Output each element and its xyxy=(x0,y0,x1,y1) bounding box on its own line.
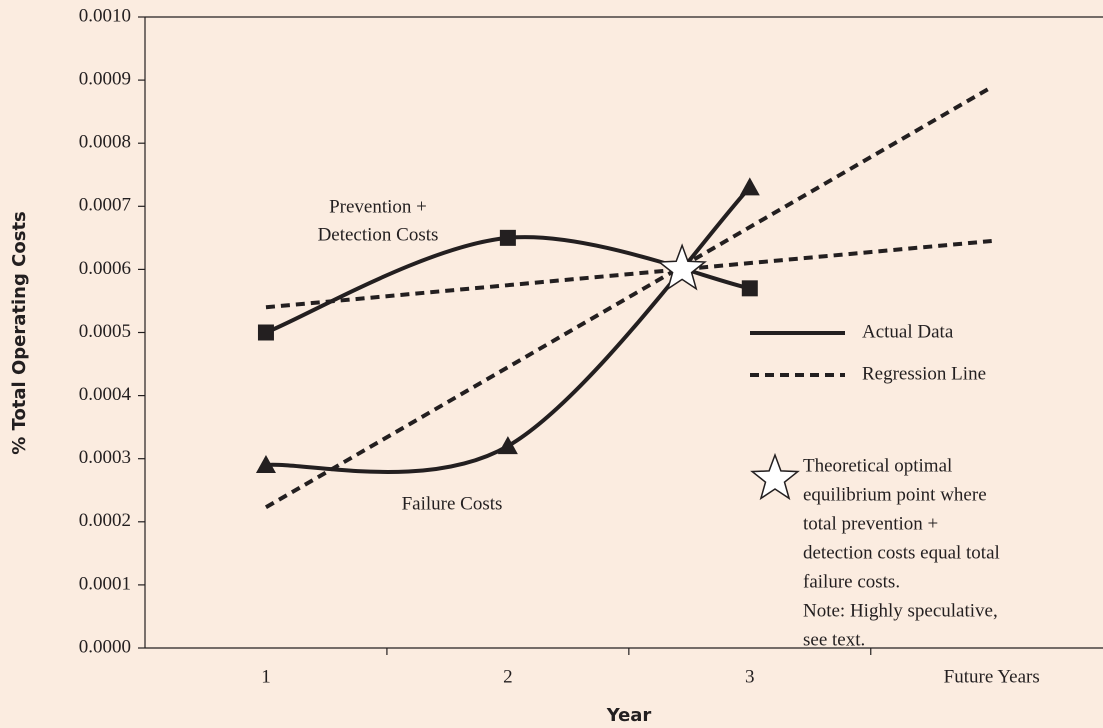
legend-label: Actual Data xyxy=(862,321,954,342)
y-tick-label: 0.0007 xyxy=(79,195,131,216)
legend-label: Note: Highly speculative, xyxy=(803,600,998,621)
legend-label: detection costs equal total xyxy=(803,542,1000,563)
series-label: Detection Costs xyxy=(318,224,439,245)
regression-line xyxy=(264,85,993,510)
legend-label: equilibrium point where xyxy=(803,484,987,505)
x-tick-label: 2 xyxy=(503,666,513,687)
legend-label: Theoretical optimal xyxy=(803,455,952,476)
y-tick-label: 0.0006 xyxy=(79,258,131,279)
y-tick-label: 0.0002 xyxy=(79,510,131,531)
data-marker xyxy=(739,177,760,196)
legend-label: failure costs. xyxy=(803,571,900,592)
x-tick-label: 1 xyxy=(261,666,271,687)
data-marker xyxy=(255,455,276,474)
y-tick-label: 0.0008 xyxy=(79,132,131,153)
data-marker xyxy=(741,280,758,297)
y-tick-label: 0.0010 xyxy=(79,5,131,26)
regression-line xyxy=(265,239,992,310)
data-marker xyxy=(257,324,274,341)
y-tick-label: 0.0004 xyxy=(79,384,132,405)
legend-label: Regression Line xyxy=(862,363,986,384)
y-axis-label: % Total Operating Costs xyxy=(9,211,30,455)
x-axis-label: Year xyxy=(606,705,652,726)
y-tick-label: 0.0005 xyxy=(79,321,131,342)
legend-label: total prevention + xyxy=(803,513,938,534)
y-tick-label: 0.0003 xyxy=(79,447,131,468)
legend-label: see text. xyxy=(803,629,865,650)
equilibrium-star xyxy=(657,243,707,291)
y-tick-label: 0.0000 xyxy=(79,636,131,657)
y-tick-label: 0.0009 xyxy=(79,68,131,89)
x-tick-label: Future Years xyxy=(944,666,1040,687)
data-marker xyxy=(499,229,516,246)
x-tick-label: 3 xyxy=(745,666,755,687)
series-label: Failure Costs xyxy=(402,493,503,514)
series-label: Prevention + xyxy=(329,196,427,217)
data-marker xyxy=(497,436,518,455)
y-tick-label: 0.0001 xyxy=(79,573,131,594)
legend-star xyxy=(750,452,800,501)
